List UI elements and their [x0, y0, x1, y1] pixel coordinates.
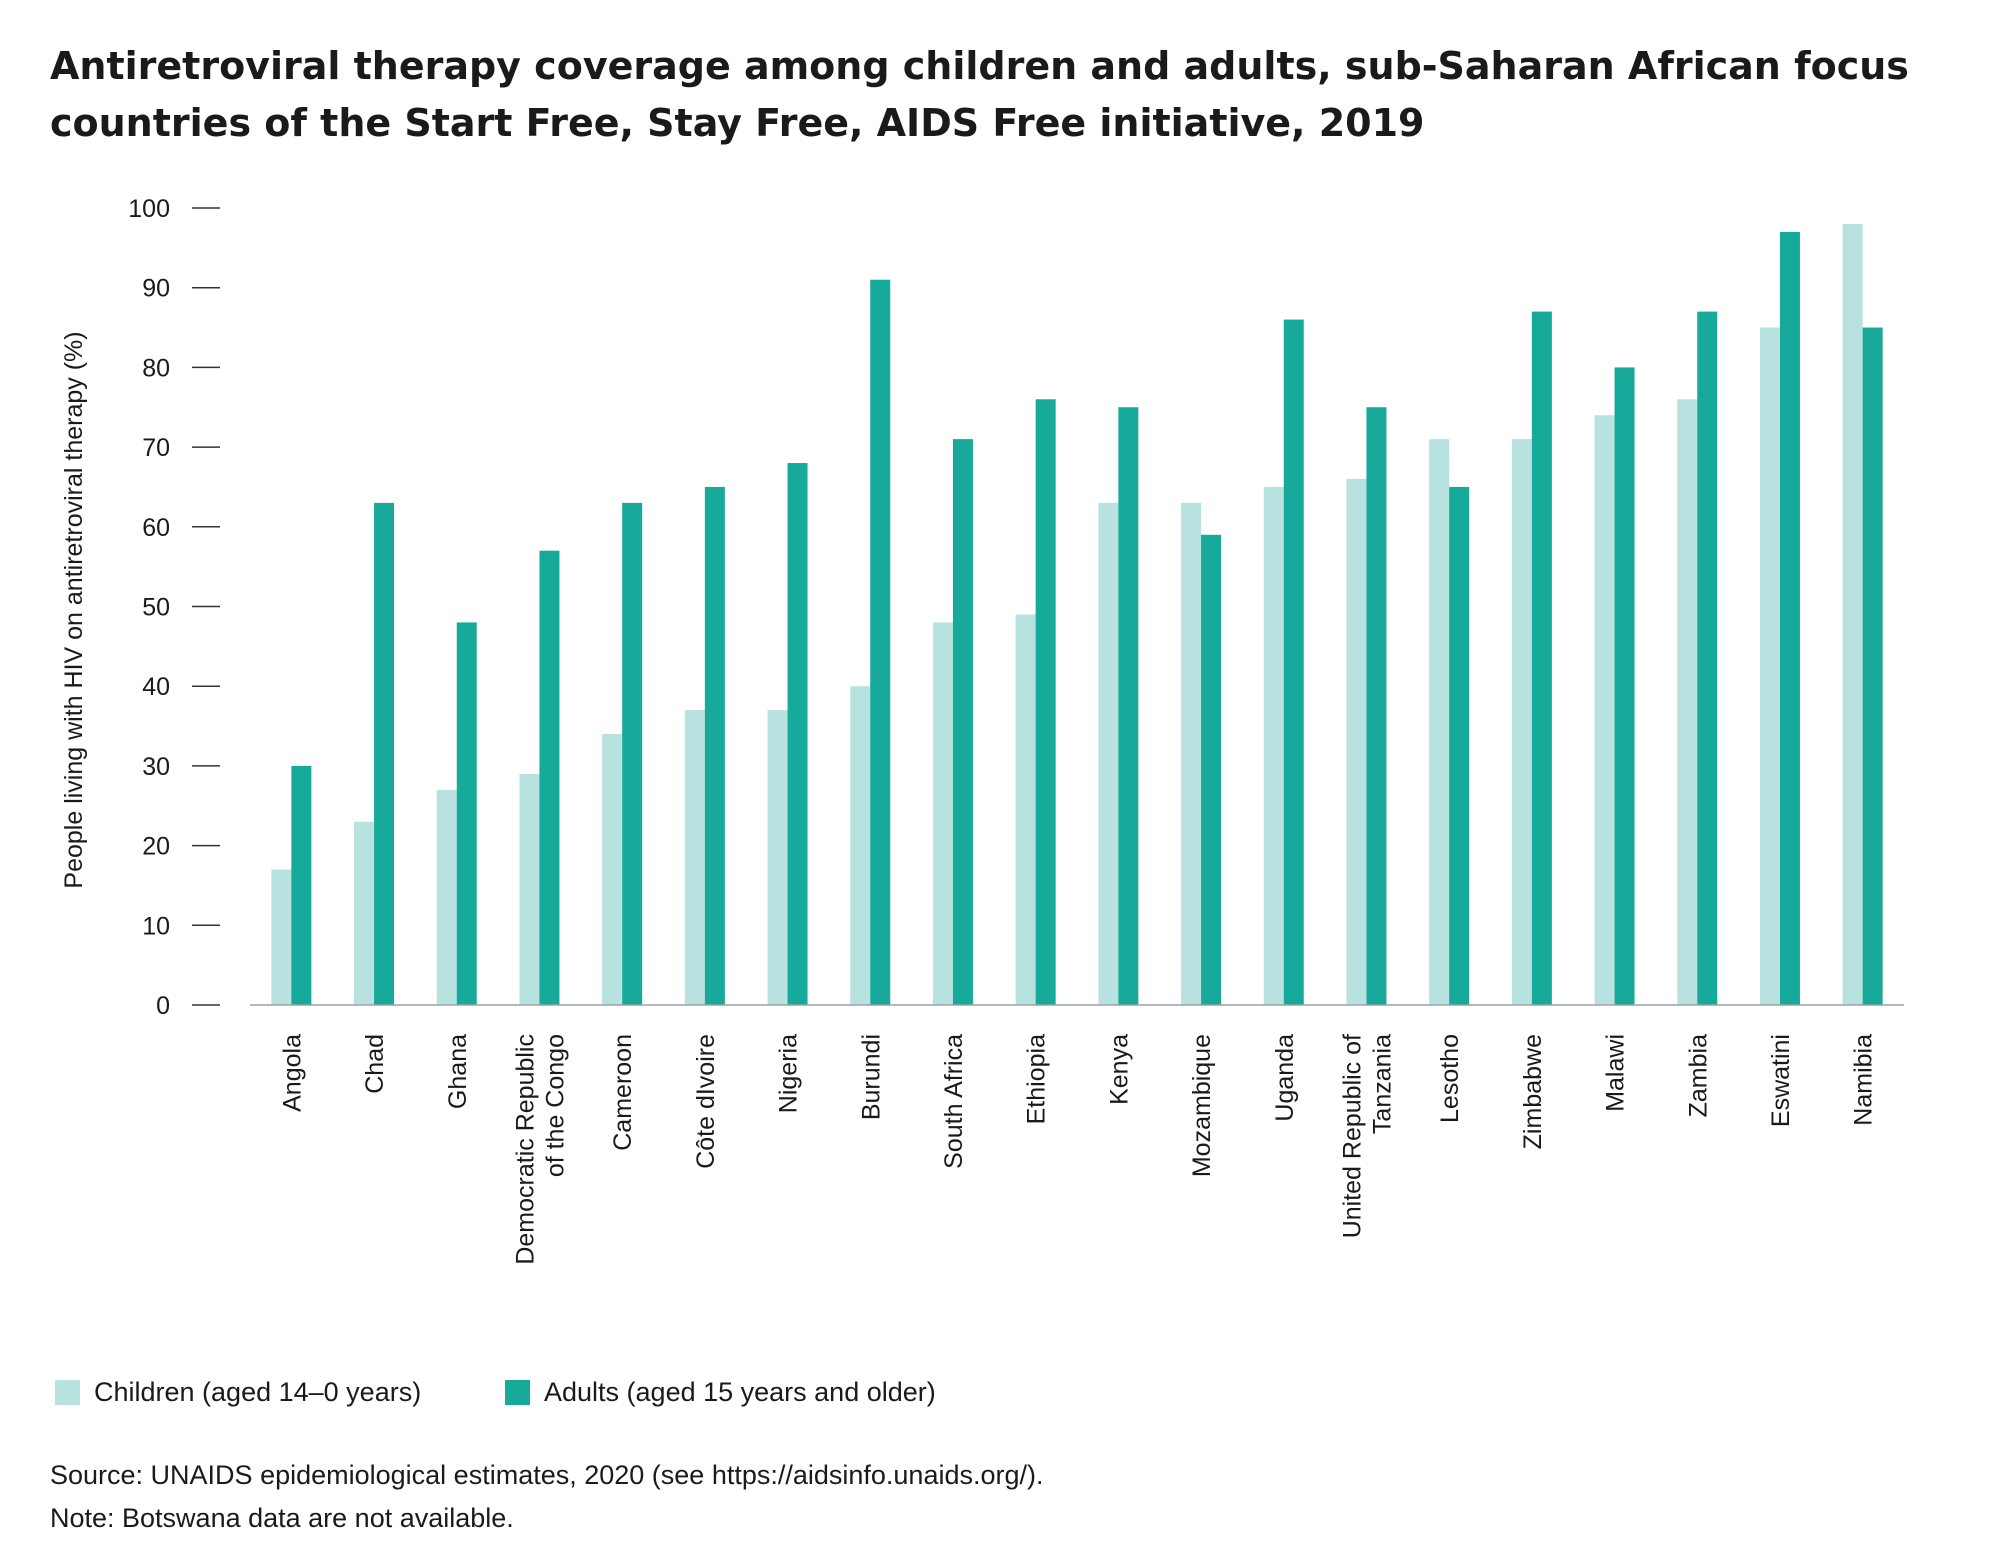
y-tick-label: 40: [142, 673, 170, 701]
legend-label-adults: Adults (aged 15 years and older): [544, 1376, 936, 1407]
y-tick-label: 50: [142, 594, 170, 622]
bar-children-16: [1594, 415, 1615, 1006]
bar-children-3: [519, 773, 540, 1005]
y-axis-label: People living with HIV on antiretroviral…: [60, 331, 88, 888]
x-category-label: Ghana: [444, 1034, 472, 1109]
bar-adults-15: [1531, 311, 1552, 1005]
x-category-label: of the Congo: [541, 1034, 569, 1177]
bar-adults-4: [622, 502, 643, 1005]
bar-children-2: [436, 789, 457, 1005]
x-category-label: Tanzania: [1368, 1034, 1396, 1134]
x-category-label: Mozambique: [1188, 1034, 1216, 1177]
x-category-label: Zimbabwe: [1519, 1034, 1547, 1149]
x-category-label: Chad: [361, 1034, 389, 1094]
bar-children-12: [1263, 486, 1284, 1005]
bar-children-19: [1842, 223, 1863, 1005]
legend-swatch-adults: [505, 1379, 530, 1405]
availability-note: Note: Botswana data are not available.: [50, 1503, 514, 1533]
legend-item-children: Children (aged 14–0 years): [55, 1372, 421, 1412]
x-axis-labels: Angola Chad Ghana Democratic Republic of the…: [278, 1034, 1877, 1265]
bar-adults-10: [1118, 407, 1139, 1005]
bar-adults-0: [291, 765, 312, 1005]
bar-children-13: [1346, 478, 1367, 1006]
bar-adults-3: [539, 550, 560, 1005]
y-tick-label: 80: [142, 354, 170, 382]
y-tick-label: 30: [142, 753, 170, 781]
y-tick-label: 100: [128, 195, 170, 223]
bar-children-4: [602, 734, 623, 1005]
x-category-label: Lesotho: [1436, 1034, 1464, 1123]
x-category-label: Uganda: [1271, 1034, 1299, 1122]
chart-title: Antiretroviral therapy coverage among ch…: [50, 44, 1909, 145]
x-category-label: South Africa: [940, 1034, 968, 1169]
bar-adults-18: [1779, 231, 1800, 1005]
bar-adults-1: [374, 502, 395, 1005]
x-category-label: Burundi: [857, 1034, 885, 1120]
y-axis: 0 10 20 30 40 50 60 70 80 90 100: [128, 195, 220, 1020]
bar-children-11: [1181, 502, 1202, 1005]
bar-adults-2: [456, 622, 477, 1005]
bar-adults-12: [1283, 319, 1304, 1006]
x-category-label: Côte dIvoire: [692, 1034, 720, 1169]
bar-adults-17: [1697, 311, 1718, 1005]
source-note: Source: UNAIDS epidemiological estimates…: [50, 1460, 1044, 1490]
x-category-label: Nigeria: [775, 1034, 803, 1113]
x-category-label: United Republic of: [1338, 1034, 1366, 1238]
bar-children-8: [932, 622, 953, 1005]
bar-adults-11: [1201, 534, 1222, 1005]
bar-children-0: [271, 869, 292, 1005]
x-category-label: Eswatini: [1767, 1034, 1795, 1127]
legend-swatch-children: [55, 1379, 80, 1405]
bars: [271, 223, 1883, 1006]
x-category-label: Cameroon: [609, 1034, 637, 1151]
x-category-label: Malawi: [1602, 1034, 1630, 1112]
bar-adults-6: [787, 463, 808, 1005]
y-tick-label: 0: [156, 992, 170, 1020]
bar-adults-19: [1862, 327, 1883, 1005]
bar-adults-14: [1449, 486, 1470, 1005]
bar-children-7: [850, 686, 871, 1005]
bar-children-14: [1429, 439, 1450, 1005]
bar-children-5: [684, 710, 705, 1005]
x-category-label: Zambia: [1684, 1034, 1712, 1117]
bar-adults-5: [704, 486, 725, 1005]
y-tick-label: 70: [142, 434, 170, 462]
y-tick-label: 20: [142, 833, 170, 861]
bar-children-1: [354, 821, 375, 1005]
x-category-label: Namibia: [1850, 1034, 1878, 1126]
bar-adults-8: [952, 439, 973, 1005]
bar-adults-16: [1614, 367, 1635, 1005]
bar-children-9: [1015, 614, 1036, 1005]
bar-children-18: [1759, 327, 1780, 1005]
y-tick-label: 90: [142, 275, 170, 303]
x-category-label: Kenya: [1105, 1034, 1133, 1105]
x-category-label: Ethiopia: [1023, 1034, 1051, 1124]
bar-children-17: [1677, 399, 1698, 1005]
bar-adults-13: [1366, 407, 1387, 1005]
x-category-label: Democratic Republic: [511, 1034, 539, 1265]
y-tick-label: 10: [142, 912, 170, 940]
bar-adults-9: [1035, 399, 1056, 1005]
bar-children-10: [1098, 502, 1119, 1005]
bar-adults-7: [870, 279, 891, 1006]
legend-item-adults: Adults (aged 15 years and older): [505, 1372, 936, 1412]
bar-children-6: [767, 710, 788, 1005]
x-category-label: Angola: [278, 1034, 306, 1112]
bar-children-15: [1511, 439, 1532, 1005]
legend-label-children: Children (aged 14–0 years): [94, 1376, 422, 1407]
y-tick-label: 60: [142, 514, 170, 542]
